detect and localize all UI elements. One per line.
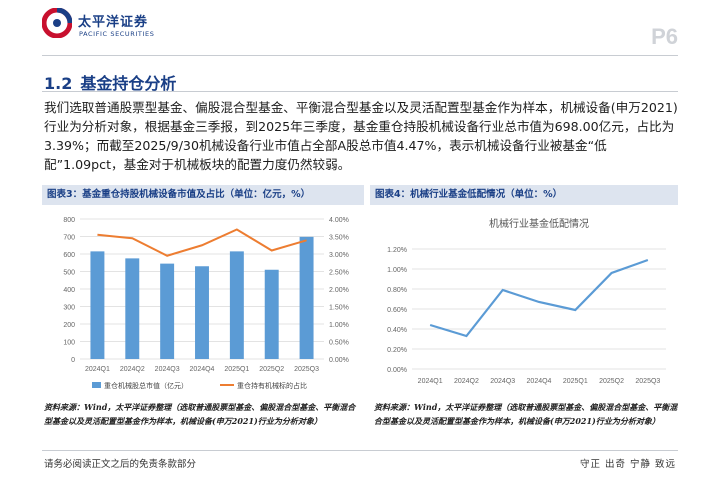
y-right-tick-label: 2.00% xyxy=(329,287,349,294)
y-tick-label: 0.40% xyxy=(387,327,407,334)
footer-divider xyxy=(42,450,678,451)
x-tick-label: 2024Q4 xyxy=(527,378,552,385)
pacific-securities-logo-icon xyxy=(42,8,72,38)
y-left-tick-label: 600 xyxy=(63,252,75,259)
page-number: P6 xyxy=(651,24,678,49)
section-heading: 1.2 基金持仓分析 xyxy=(44,70,176,94)
x-tick-label: 2025Q2 xyxy=(259,366,284,373)
legend-swatch-bar xyxy=(92,382,101,388)
y-tick-label: 0.00% xyxy=(387,367,407,374)
section-title: 基金持仓分析 xyxy=(80,74,177,93)
header-divider xyxy=(42,55,678,56)
y-right-tick-label: 3.00% xyxy=(329,252,349,259)
bar-mark xyxy=(125,258,140,359)
figure-4-caption: 图表4：机械行业基金低配情况（单位：%） xyxy=(370,185,678,205)
section-divider xyxy=(42,91,678,92)
y-left-tick-label: 400 xyxy=(63,287,75,294)
y-left-tick-label: 500 xyxy=(63,270,75,277)
y-right-tick-label: 0.50% xyxy=(329,340,349,347)
x-tick-label: 2024Q3 xyxy=(490,378,515,385)
footer-motto: 守正 出奇 宁静 致远 xyxy=(579,459,676,470)
bar-mark xyxy=(264,269,279,359)
y-left-tick-label: 100 xyxy=(63,340,75,347)
figure-4-chart: 机械行业基金低配情况 0.00% 0.20% 0.40% 0.60% 0.80% 1.00%… xyxy=(387,217,666,385)
figure-3-chart: 0 100 200 300 400 500 600 700 800 0.00% 0.50% 1.00%… xyxy=(63,217,349,390)
legend-label-bar: 重仓机械股总市值（亿元） xyxy=(104,381,188,390)
bar-mark xyxy=(90,251,105,359)
y-left-tick-label: 700 xyxy=(63,235,75,242)
x-tick-label: 2024Q2 xyxy=(120,366,145,373)
x-tick-label: 2024Q1 xyxy=(418,378,443,385)
y-left-tick-label: 200 xyxy=(63,322,75,329)
y-tick-label: 0.60% xyxy=(387,307,407,314)
bar-mark xyxy=(229,251,244,359)
y-right-tick-label: 0.00% xyxy=(329,357,349,364)
y-left-tick-label: 0 xyxy=(71,357,75,364)
chart-title: 机械行业基金低配情况 xyxy=(489,217,589,230)
x-tick-label: 2025Q1 xyxy=(563,378,588,385)
bar-mark xyxy=(195,266,209,359)
x-tick-label: 2024Q4 xyxy=(190,366,215,373)
legend-label-line: 重仓持有机械标的占比 xyxy=(237,381,307,390)
body-paragraph: 我们选取普通股票型基金、偏股混合型基金、平衡混合型基金以及灵活配置型基金作为样本… xyxy=(44,100,678,172)
y-right-tick-label: 1.50% xyxy=(329,305,349,312)
x-tick-label: 2024Q1 xyxy=(85,366,110,373)
bar-mark xyxy=(299,236,314,359)
y-tick-label: 1.00% xyxy=(387,267,407,274)
y-right-tick-label: 2.50% xyxy=(329,270,349,277)
x-tick-label: 2025Q3 xyxy=(294,366,319,373)
x-tick-label: 2025Q3 xyxy=(635,378,660,385)
bar-mark xyxy=(160,263,175,359)
x-tick-label: 2025Q1 xyxy=(224,366,249,373)
y-tick-label: 1.20% xyxy=(387,247,407,254)
x-tick-label: 2025Q2 xyxy=(599,378,624,385)
y-right-tick-label: 1.00% xyxy=(329,322,349,329)
y-right-tick-label: 4.00% xyxy=(329,217,349,224)
footer-disclaimer: 请务必阅读正文之后的免责条款部分 xyxy=(44,459,197,470)
y-tick-label: 0.20% xyxy=(387,347,407,354)
x-tick-label: 2024Q3 xyxy=(155,366,180,373)
page-header: 太平洋证券 PACIFIC SECURITIES P6 xyxy=(0,0,720,58)
ratio-line xyxy=(97,228,307,257)
figure-4-source: 资料来源：Wind，太平洋证券整理（选取普通股票型基金、偏股混合型基金、平衡混合… xyxy=(374,402,678,426)
logo-cn-text: 太平洋证券 xyxy=(78,15,149,30)
y-left-tick-label: 800 xyxy=(63,217,75,224)
section-number: 1.2 xyxy=(44,74,73,93)
logo-en-text: PACIFIC SECURITIES xyxy=(79,30,155,38)
figure-3-caption: 图表3：基金重仓持股机械设备市值及占比（单位：亿元，%） xyxy=(42,185,364,205)
figure-3-source: 资料来源：Wind，太平洋证券整理（选取普通股票型基金、偏股混合型基金、平衡混合… xyxy=(44,402,356,426)
y-right-tick-label: 3.50% xyxy=(329,235,349,242)
x-tick-label: 2024Q2 xyxy=(454,378,479,385)
y-left-tick-label: 300 xyxy=(63,305,75,312)
underweight-line xyxy=(429,258,649,338)
y-tick-label: 0.80% xyxy=(387,287,407,294)
